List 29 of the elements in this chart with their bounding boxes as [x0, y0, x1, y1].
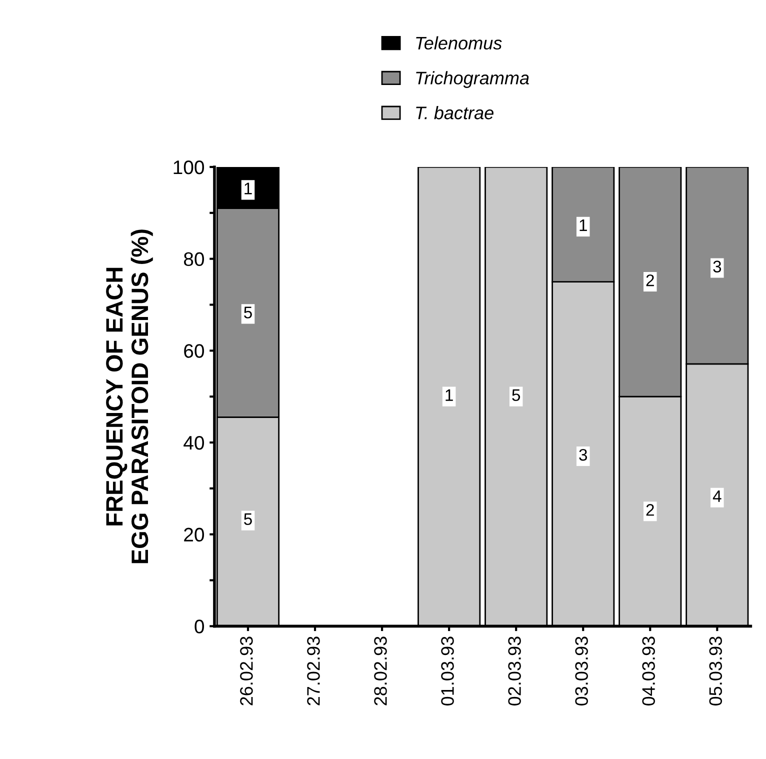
annotation: 5: [244, 513, 252, 526]
x-tick-label: 03.03.93: [575, 636, 588, 706]
x-tick-label: 05.03.93: [709, 636, 722, 706]
annotation: 2: [646, 504, 654, 516]
x-tick-label: 04.03.93: [642, 636, 655, 706]
annotation: 3: [713, 260, 722, 272]
legend-label: Trichogramma: [416, 71, 529, 88]
y-tick-label: 20: [184, 528, 204, 542]
legend-label: Telenomus: [416, 36, 502, 50]
x-tick-label: 02.03.93: [508, 636, 521, 706]
y-tick-label: 40: [184, 436, 204, 450]
annotation: 1: [580, 220, 587, 231]
x-tick-label: 26.02.93: [240, 636, 253, 706]
y-tick-label: 100: [174, 160, 204, 174]
annotation: 4: [712, 490, 722, 502]
annotation: 1: [244, 182, 252, 194]
y-tick-label: 80: [184, 252, 204, 266]
y-tick-label: 60: [184, 344, 204, 358]
y-tick-label: 0: [194, 620, 204, 634]
annotation: 1: [446, 389, 453, 401]
y-axis-title: FREQUENCY OF EACH EGG PARASITOID GENUS (%): [106, 230, 153, 564]
x-tick-label: 28.02.93: [374, 636, 387, 706]
annotation: 2: [646, 274, 654, 286]
annotation: 5: [244, 306, 252, 318]
annotation: 5: [512, 389, 520, 402]
legend-label: T. bactrae: [416, 106, 494, 120]
x-tick-label: 01.03.93: [441, 636, 454, 706]
x-tick-label: 27.02.93: [307, 636, 320, 706]
annotation: 3: [579, 448, 588, 461]
